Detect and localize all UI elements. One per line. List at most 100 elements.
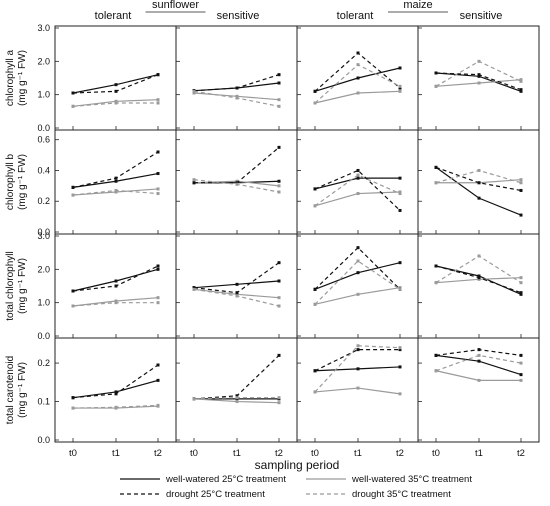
header-group-name: maize xyxy=(403,0,432,11)
data-point xyxy=(434,71,438,75)
data-point xyxy=(477,73,481,77)
data-point xyxy=(519,213,523,217)
panel-frame xyxy=(296,337,419,443)
y-tick-label: 0.2 xyxy=(37,358,50,368)
data-point xyxy=(519,79,523,83)
data-point xyxy=(277,184,281,188)
x-tick-label: t2 xyxy=(154,448,162,459)
x-tick-label: t1 xyxy=(233,448,241,459)
data-point xyxy=(356,192,360,196)
data-point xyxy=(71,185,75,189)
panel-frame xyxy=(417,233,540,339)
data-point xyxy=(277,145,281,149)
series-line xyxy=(435,166,522,216)
series-line xyxy=(314,287,401,305)
data-point xyxy=(398,287,402,291)
data-point xyxy=(114,83,118,87)
y-tick-label: 0.0 xyxy=(37,123,50,133)
y-tick-label: 2.0 xyxy=(37,264,50,274)
y-tick-label: 0.1 xyxy=(37,397,50,407)
data-point xyxy=(519,88,523,92)
x-tick-label: t2 xyxy=(517,448,525,459)
data-point xyxy=(434,165,438,169)
data-point xyxy=(477,59,481,63)
data-point xyxy=(477,274,481,278)
data-point xyxy=(235,394,239,398)
y-tick-label: 0.6 xyxy=(37,135,50,145)
data-point xyxy=(477,359,481,363)
y-tick-label: 1.0 xyxy=(37,298,50,308)
data-point xyxy=(156,101,160,105)
data-point xyxy=(235,182,239,186)
y-tick-label: 0.4 xyxy=(37,165,50,175)
data-point xyxy=(477,348,481,352)
series-line xyxy=(314,169,401,211)
data-point xyxy=(398,392,402,396)
data-point xyxy=(114,405,118,409)
data-point xyxy=(313,302,317,306)
y-tick-label: 0.0 xyxy=(37,435,50,445)
data-point xyxy=(519,378,523,382)
data-point xyxy=(192,89,196,93)
data-point xyxy=(398,190,402,194)
data-point xyxy=(71,396,75,400)
data-point xyxy=(156,192,160,196)
series-line xyxy=(193,354,280,400)
series-line xyxy=(314,52,401,92)
data-point xyxy=(156,187,160,191)
data-point xyxy=(519,181,523,185)
y-axis-label: total chlorophyll xyxy=(5,251,16,320)
data-point xyxy=(277,296,281,300)
data-point xyxy=(114,190,118,194)
data-point xyxy=(477,74,481,78)
data-point xyxy=(277,73,281,77)
data-point xyxy=(477,181,481,185)
data-point xyxy=(356,51,360,55)
x-tick-label: t2 xyxy=(275,448,283,459)
data-point xyxy=(114,301,118,305)
data-point xyxy=(192,178,196,182)
series-line xyxy=(314,246,401,290)
data-point xyxy=(156,98,160,102)
data-point xyxy=(519,178,523,182)
data-point xyxy=(114,101,118,105)
series-line xyxy=(314,260,401,305)
panel-frame xyxy=(175,233,298,339)
data-point xyxy=(398,192,402,196)
data-point xyxy=(477,353,481,357)
data-point xyxy=(519,276,523,280)
data-point xyxy=(519,281,523,285)
data-point xyxy=(156,403,160,407)
data-point xyxy=(434,369,438,373)
data-point xyxy=(235,400,239,404)
data-point xyxy=(71,289,75,293)
header-group-name: sunflower xyxy=(152,0,199,11)
panel-frame xyxy=(54,337,177,443)
data-point xyxy=(356,76,360,80)
data-point xyxy=(114,279,118,283)
panel-frame xyxy=(175,337,298,443)
data-point xyxy=(156,172,160,176)
data-point xyxy=(114,89,118,93)
data-point xyxy=(114,284,118,288)
data-point xyxy=(477,378,481,382)
y-axis-unit: (mg g⁻¹ FW) xyxy=(17,50,28,106)
data-point xyxy=(398,346,402,350)
data-point xyxy=(156,301,160,305)
data-point xyxy=(235,291,239,295)
data-point xyxy=(398,89,402,93)
data-point xyxy=(519,89,523,93)
data-point xyxy=(277,401,281,405)
y-axis-unit: (mg g⁻¹ FW) xyxy=(17,362,28,418)
data-point xyxy=(398,86,402,90)
data-point xyxy=(356,176,360,180)
x-tick-label: t0 xyxy=(69,448,77,459)
data-point xyxy=(277,261,281,265)
x-axis-label: sampling period xyxy=(255,458,340,472)
data-point xyxy=(434,84,438,88)
data-point xyxy=(192,286,196,290)
data-point xyxy=(356,367,360,371)
data-point xyxy=(277,304,281,308)
data-point xyxy=(477,196,481,200)
data-point xyxy=(156,150,160,154)
